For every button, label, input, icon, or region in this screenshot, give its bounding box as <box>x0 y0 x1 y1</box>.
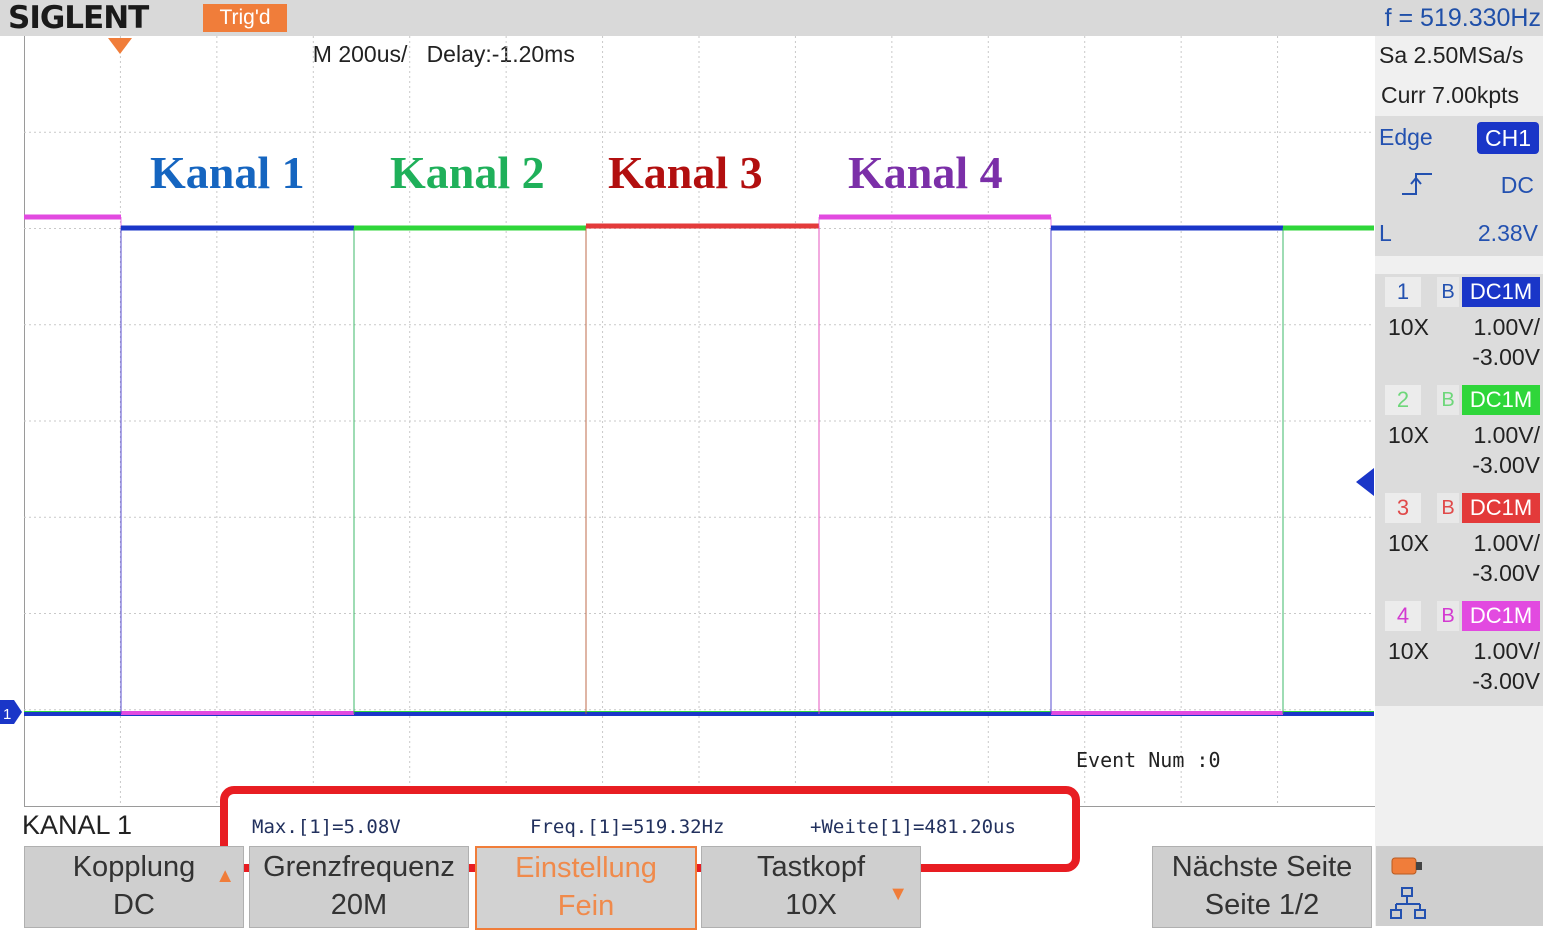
channel-1-vdiv: 1.00V/ <box>1473 314 1541 340</box>
softkey-tastkopf-label: Tastkopf <box>757 851 865 883</box>
rising-edge-icon <box>1402 173 1432 195</box>
softkey-einstellung-label: Einstellung <box>515 852 657 884</box>
softkey-tastkopf-value: 10X <box>785 889 837 921</box>
trigger-status-badge: Trig'd <box>203 4 287 32</box>
channel-3-number: 3 <box>1385 493 1421 523</box>
softkey-kopplung[interactable]: Kopplung DC ▲ <box>24 846 244 928</box>
softkey-grenzfrequenz-value: 20M <box>330 889 388 921</box>
timebase-readout[interactable]: M 200us/ Delay:-1.20ms <box>300 0 575 72</box>
down-arrow-icon: ▼ <box>888 883 908 905</box>
sample-rate: Sa 2.50MSa/s <box>1379 42 1524 68</box>
channel-3-offset: -3.00V <box>1472 560 1540 586</box>
channel-3-probe: 10X <box>1388 530 1429 556</box>
trigger-position-marker <box>108 38 132 54</box>
status-icons-panel <box>1376 846 1543 926</box>
measurement-max: Max.[1]=5.08V <box>252 816 401 838</box>
channel-3-settings <box>1375 526 1543 598</box>
softkey-grenzfrequenz[interactable]: Grenzfrequenz 20M <box>249 846 469 928</box>
graticule-grid <box>24 36 1374 806</box>
trigger-coupling: DC <box>1500 172 1534 198</box>
channel-4-vdiv: 1.00V/ <box>1473 638 1541 664</box>
measurement-width: +Weite[1]=481.20us <box>810 816 1016 838</box>
channel-2-settings <box>1375 418 1543 490</box>
softkey-einstellung-value: Fein <box>557 890 615 922</box>
trigger-level-label: L <box>1379 220 1392 246</box>
timebase-value: M 200us/ <box>312 41 408 67</box>
trigger-level-value: 2.38V <box>1477 220 1538 246</box>
up-arrow-icon: ▲ <box>215 865 235 887</box>
channel-3-coupling-badge: DC1M <box>1462 493 1540 523</box>
channel-2-bw-limit: B <box>1437 385 1459 415</box>
ch1-ground-label: 1 <box>3 706 11 723</box>
softkey-kopplung-value: DC <box>113 889 155 921</box>
measurement-frequency: Freq.[1]=519.32Hz <box>530 816 725 838</box>
status-icons <box>1390 857 1426 919</box>
channel-1-offset: -3.00V <box>1472 344 1540 370</box>
channel-3-bw-limit: B <box>1437 493 1459 523</box>
channel-4-offset: -3.00V <box>1472 668 1540 694</box>
softkey-grenzfrequenz-label: Grenzfrequenz <box>263 851 455 883</box>
channel-2-vdiv: 1.00V/ <box>1473 422 1541 448</box>
channel-4-coupling-badge: DC1M <box>1462 601 1540 631</box>
softkey-tastkopf[interactable]: Tastkopf 10X ▼ <box>701 846 921 928</box>
channel-4-bw-limit: B <box>1437 601 1459 631</box>
channel-4-number: 4 <box>1385 601 1421 631</box>
channel-4-settings <box>1375 634 1543 706</box>
channel-2-probe: 10X <box>1388 422 1429 448</box>
channel-1-coupling-badge: DC1M <box>1462 277 1540 307</box>
channel-2-coupling-badge: DC1M <box>1462 385 1540 415</box>
trigger-source-badge: CH1 <box>1477 122 1539 154</box>
kanal-2-label: Kanal 2 <box>390 147 545 198</box>
channel-1-settings <box>1375 310 1543 382</box>
channel-1-number: 1 <box>1385 277 1421 307</box>
ch1-ground-marker <box>0 700 22 724</box>
network-icon <box>1390 887 1426 919</box>
channel-1-bw-limit: B <box>1437 277 1459 307</box>
trigger-type: Edge <box>1379 124 1433 150</box>
softkey-naechste-seite-label: Nächste Seite <box>1171 851 1353 883</box>
kanal-4-label: Kanal 4 <box>848 147 1003 198</box>
channel-3-vdiv: 1.00V/ <box>1473 530 1541 556</box>
softkey-naechste-seite-value: Seite 1/2 <box>1204 889 1320 921</box>
softkey-naechste-seite[interactable]: Nächste Seite Seite 1/2 <box>1152 846 1372 928</box>
memory-depth: Curr 7.00kpts <box>1381 82 1520 108</box>
channel-1-probe: 10X <box>1388 314 1429 340</box>
kanal-3-label: Kanal 3 <box>608 147 763 198</box>
delay-value: Delay:-1.20ms <box>426 41 575 67</box>
brand-logo: SIGLENT <box>8 0 149 36</box>
channel-4-probe: 10X <box>1388 638 1429 664</box>
softkey-kopplung-label: Kopplung <box>72 851 196 883</box>
channel-2-offset: -3.00V <box>1472 452 1540 478</box>
event-number: Event Num :0 <box>1076 748 1221 772</box>
battery-icon <box>1391 857 1422 875</box>
softkey-einstellung[interactable]: Einstellung Fein <box>475 846 697 930</box>
kanal-1-label: Kanal 1 <box>150 147 305 198</box>
frequency-counter: f = 519.330Hz <box>1384 4 1541 32</box>
channel-2-number: 2 <box>1385 385 1421 415</box>
trigger-level-marker <box>1356 468 1374 496</box>
menu-title: KANAL 1 <box>22 810 133 840</box>
waveforms <box>24 214 1374 716</box>
